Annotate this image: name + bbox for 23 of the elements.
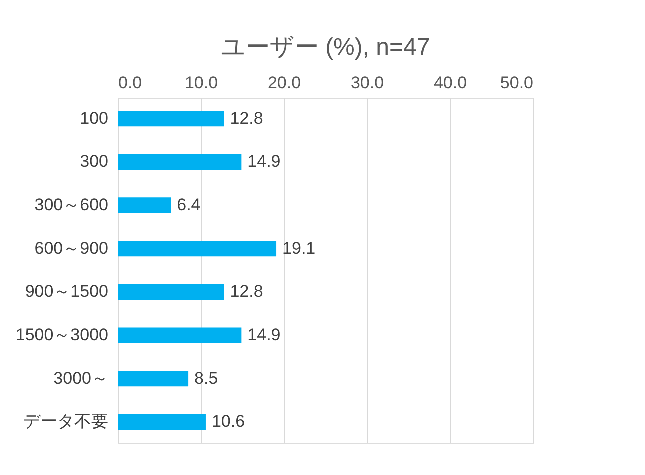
x-tick-label: 30.0 bbox=[350, 74, 384, 92]
x-tick-label: 10.0 bbox=[184, 74, 218, 92]
y-tick-label: 300～600 bbox=[34, 195, 108, 214]
y-tick-label: 1500～3000 bbox=[16, 326, 108, 345]
data-label: 12.8 bbox=[230, 282, 264, 302]
data-label: 12.8 bbox=[230, 108, 264, 128]
data-label: 8.5 bbox=[194, 368, 218, 388]
y-tick-label: 100 bbox=[80, 108, 108, 128]
y-tick-label: 900～1500 bbox=[25, 282, 108, 302]
x-tick-label: 0.0 bbox=[118, 74, 142, 92]
chart-title: ユーザー (%), n=47 bbox=[220, 34, 430, 61]
x-tick-label: 50.0 bbox=[500, 74, 534, 92]
data-label: 6.4 bbox=[177, 195, 201, 214]
y-tick-label: 3000～ bbox=[54, 368, 108, 388]
x-tick-label: 20.0 bbox=[268, 74, 302, 92]
y-tick-label: データ不要 bbox=[24, 412, 108, 432]
data-label: 10.6 bbox=[212, 412, 246, 432]
x-tick-label: 40.0 bbox=[434, 74, 468, 92]
y-tick-label: 300 bbox=[80, 152, 108, 172]
data-label: 19.1 bbox=[282, 238, 316, 258]
data-label: 14.9 bbox=[248, 326, 281, 345]
y-tick-label: 600～900 bbox=[34, 238, 108, 258]
data-label: 14.9 bbox=[248, 152, 281, 172]
